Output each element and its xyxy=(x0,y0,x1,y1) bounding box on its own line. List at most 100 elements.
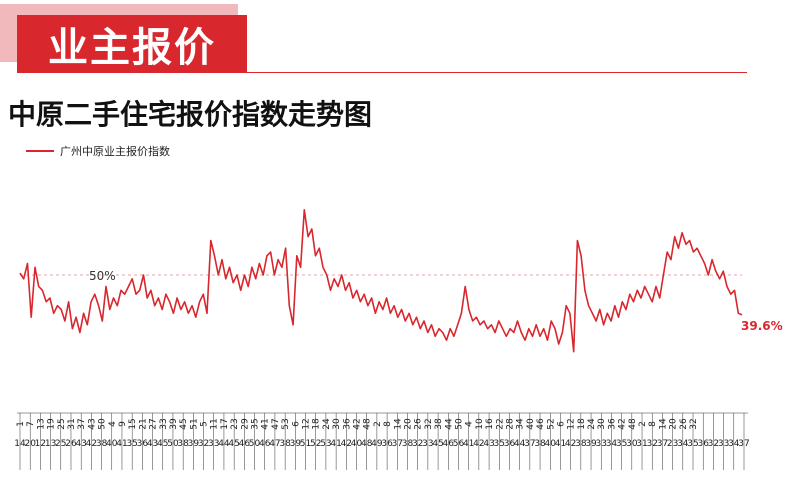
x-tick-label: 11 xyxy=(210,418,220,429)
x-tick-label-secondary: 46 xyxy=(259,439,271,449)
x-tick-label-secondary: 52 xyxy=(310,439,321,449)
x-tick-label-secondary: 37 xyxy=(657,439,668,449)
x-tick-label-secondary: 26 xyxy=(65,439,77,449)
x-tick-label-secondary: 39 xyxy=(290,439,302,449)
x-tick-label: 24 xyxy=(587,418,597,430)
x-tick-label: 45 xyxy=(179,418,189,429)
x-tick-label-secondary: 20 xyxy=(24,439,36,449)
x-tick-label: 30 xyxy=(332,418,342,430)
x-tick-label-secondary: 38 xyxy=(279,439,291,449)
x-tick-label: 33 xyxy=(159,418,169,429)
x-tick-label: 36 xyxy=(607,418,617,430)
x-tick-label: 8 xyxy=(383,421,393,427)
x-tick-label: 32 xyxy=(424,418,434,429)
x-tick-label-secondary: 38 xyxy=(96,439,108,449)
x-tick-label: 48 xyxy=(628,418,638,430)
x-tick-label-secondary: 47 xyxy=(269,439,280,449)
x-tick-label-secondary: 14 xyxy=(14,439,26,449)
x-tick-label-secondary: 35 xyxy=(687,439,698,449)
legend-swatch xyxy=(26,150,54,152)
x-tick-label: 17 xyxy=(220,418,230,429)
x-tick-label: 8 xyxy=(648,421,658,427)
x-tick-label: 36 xyxy=(342,418,352,430)
x-tick-label-secondary: 44 xyxy=(218,439,230,449)
x-tick-label: 52 xyxy=(546,418,556,429)
x-tick-label: 37 xyxy=(77,418,87,429)
x-tick-label-secondary: 37 xyxy=(738,439,749,449)
x-tick-label: 18 xyxy=(577,418,587,430)
x-tick-label: 18 xyxy=(312,418,322,430)
x-tick-label-secondary: 45 xyxy=(228,439,239,449)
x-tick-label: 9 xyxy=(118,421,128,427)
x-tick-label-secondary: 38 xyxy=(575,439,587,449)
x-tick-label: 29 xyxy=(240,418,250,430)
header-title: 业主报价 xyxy=(48,25,216,71)
x-tick-label-secondary: 39 xyxy=(585,439,597,449)
x-tick-label-secondary: 42 xyxy=(86,439,97,449)
x-tick-label: 26 xyxy=(679,418,689,430)
x-tick-label: 50 xyxy=(98,418,108,430)
x-tick-label-secondary: 35 xyxy=(494,439,505,449)
x-tick-label: 20 xyxy=(403,418,413,430)
x-tick-label-secondary: 53 xyxy=(320,439,331,449)
x-tick-label: 30 xyxy=(597,418,607,430)
x-tick-label: 50 xyxy=(454,418,464,430)
x-tick-label-secondary: 25 xyxy=(55,439,66,449)
x-tick-label: 12 xyxy=(567,418,577,429)
x-tick-label: 44 xyxy=(444,418,454,430)
x-tick-label: 28 xyxy=(505,418,515,430)
x-tick-label-secondary: 42 xyxy=(565,439,576,449)
x-tick-label-secondary: 45 xyxy=(157,439,168,449)
x-tick-label: 41 xyxy=(261,418,271,429)
x-tick-label: 15 xyxy=(128,418,138,429)
legend-label: 广州中原业主报价指数 xyxy=(60,145,170,158)
x-tick-label: 31 xyxy=(67,418,77,429)
x-tick-label-secondary: 33 xyxy=(422,439,433,449)
x-tick-label: 38 xyxy=(434,418,444,430)
x-tick-label-secondary: 42 xyxy=(341,439,352,449)
x-tick-label-secondary: 56 xyxy=(453,439,465,449)
x-tick-label-secondary: 41 xyxy=(463,439,474,449)
series-line xyxy=(19,209,743,353)
x-tick-label-secondary: 43 xyxy=(483,439,494,449)
x-tick-label: 22 xyxy=(495,418,505,429)
x-tick-label: 4 xyxy=(465,421,475,427)
x-tick-label: 5 xyxy=(200,421,210,427)
x-tick-label-secondary: 32 xyxy=(708,439,719,449)
x-tick-label-secondary: 31 xyxy=(636,439,647,449)
x-tick-label-secondary: 37 xyxy=(524,439,535,449)
x-tick-label: 21 xyxy=(138,418,148,429)
x-tick-label: 47 xyxy=(271,418,281,429)
x-tick-label-secondary: 48 xyxy=(361,439,373,449)
x-tick-label: 14 xyxy=(658,418,668,430)
x-axis: 1147201312191325253126374343425038440941… xyxy=(14,412,750,470)
x-tick-label-secondary: 33 xyxy=(718,439,729,449)
x-tick-label-secondary: 35 xyxy=(616,439,627,449)
x-tick-label-secondary: 37 xyxy=(392,439,403,449)
x-tick-label-secondary: 41 xyxy=(330,439,341,449)
x-tick-label: 2 xyxy=(638,421,648,427)
x-tick-label: 14 xyxy=(393,418,403,430)
x-tick-label: 35 xyxy=(251,418,261,429)
x-tick-label: 4 xyxy=(108,421,118,427)
x-tick-label: 32 xyxy=(689,418,699,429)
x-tick-label: 24 xyxy=(322,418,332,430)
x-tick-label: 1 xyxy=(16,421,26,427)
x-tick-label-secondary: 40 xyxy=(545,439,557,449)
x-tick-label-secondary: 36 xyxy=(697,439,709,449)
x-tick-label-secondary: 38 xyxy=(177,439,189,449)
x-tick-label: 53 xyxy=(281,418,291,429)
x-tick-label-secondary: 46 xyxy=(443,439,455,449)
header-divider xyxy=(17,72,747,73)
x-tick-label-secondary: 23 xyxy=(667,439,678,449)
header-banner: 业主报价 xyxy=(17,15,247,73)
x-tick-label: 42 xyxy=(618,418,628,429)
x-tick-label: 10 xyxy=(475,418,485,430)
x-tick-label-secondary: 43 xyxy=(147,439,158,449)
x-tick-label: 23 xyxy=(230,418,240,429)
x-tick-label: 51 xyxy=(189,418,199,429)
x-tick-label: 46 xyxy=(536,418,546,430)
x-tick-label: 40 xyxy=(526,418,536,430)
x-tick-label-secondary: 41 xyxy=(116,439,127,449)
x-tick-label-secondary: 32 xyxy=(412,439,423,449)
